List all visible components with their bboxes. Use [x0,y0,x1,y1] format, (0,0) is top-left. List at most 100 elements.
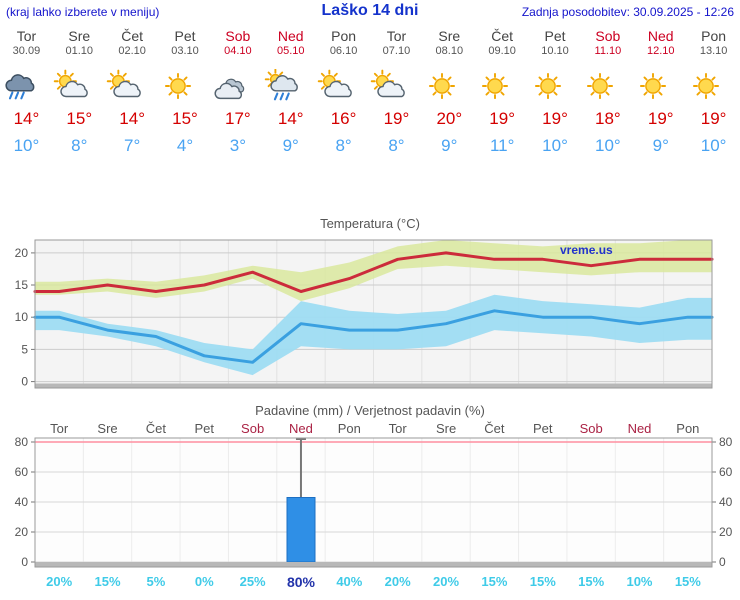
partly-cloudy-icon [317,69,370,105]
last-update: Zadnja posodobitev: 30.09.2025 - 12:26 [521,5,734,19]
precip-day-label: Tor [388,421,407,436]
day-date: 09.10 [488,45,516,57]
day-min-temp: 8° [388,136,405,155]
sunny-icon [581,69,634,105]
day-min-temp: 10° [700,136,727,155]
precip-day-label: Pon [676,421,700,436]
day-max-temp: 19° [383,109,410,128]
day-max-temp: 19° [542,109,568,128]
day-name: Pet [544,28,566,44]
precip-day-label: Tor [50,421,69,436]
precip-day-label: Ned [289,421,313,436]
day-min-temp: 4° [176,136,194,155]
svg-text:60: 60 [15,465,29,479]
precip-day-label: Pet [194,421,215,436]
precip-day-label: Čet [145,421,167,436]
svg-text:40: 40 [719,495,733,509]
forecast-day-column: Sob 11.10 18° 10° [581,28,634,156]
precipitation-chart: 0 0 20 20 40 40 60 60 80 80 [15,436,733,569]
forecast-day-column: Pon 13.10 19° 10° [687,28,740,156]
sunny-icon [423,69,476,105]
day-min-temp: 3° [229,136,246,155]
precip-day-label: Sre [435,421,457,436]
svg-text:5: 5 [21,342,28,356]
day-date: 05.10 [276,45,305,57]
forecast-day-column: Tor 07.10 19° 8° [370,28,423,156]
day-name: Čet [121,28,144,44]
day-max-temp: 16° [330,109,357,128]
day-name: Tor [386,28,407,44]
precip-probability-label: 5% [146,574,166,589]
day-name: Sre [438,28,461,44]
sunny-icon [529,69,582,105]
precip-day-label: Čet [484,421,505,436]
precip-day-labels: Tor Sre Čet Pet Sob Ned Pon Tor Sre Čet Pet Sob Ned P… [0,421,740,436]
svg-text:15: 15 [15,278,29,292]
day-date: 12.10 [646,45,675,57]
forecast-day-column: Pon 06.10 16° 8° [317,28,370,156]
svg-text:80: 80 [15,436,29,449]
precip-day-label: Pet [533,421,553,436]
sunny-icon [476,69,529,105]
precip-probability-label: 15% [674,574,701,589]
day-name: Čet [491,28,514,44]
rain-icon [0,69,53,105]
forecast-day-column: Ned 05.10 14° 9° [264,28,317,156]
precip-probability-label: 40% [336,574,363,589]
day-max-temp: 19° [700,109,727,128]
sunny-icon [159,69,212,105]
page-title: Laško 14 dni [321,2,419,19]
forecast-day-column: Pet 10.10 19° 10° [529,28,582,156]
partly-cloudy-icon [53,69,106,105]
day-date: 13.10 [699,45,728,57]
precip-day-label: Sob [241,421,265,436]
forecast-strip: Tor 30.09 14° 10° Sre 01.10 15° 8° Čet 0… [0,28,740,156]
showers-icon [264,69,317,105]
day-date: 07.10 [382,45,411,57]
sunny-icon [687,69,740,105]
svg-text:40: 40 [15,495,29,509]
day-max-temp: 15° [66,109,93,128]
day-max-temp: 19° [489,109,516,128]
day-name: Pon [701,28,727,44]
day-max-temp: 17° [225,109,251,128]
day-min-temp: 9° [282,136,299,155]
precip-day-label: Sob [579,421,603,436]
svg-text:vreme.us: vreme.us [560,243,613,257]
svg-text:0: 0 [21,555,28,569]
forecast-day-column: Pet 03.10 15° 4° [159,28,212,156]
svg-text:60: 60 [719,465,733,479]
precip-day-label: Sre [97,421,118,436]
svg-text:0: 0 [719,555,726,569]
day-min-temp: 7° [124,136,141,155]
day-max-temp: 14° [119,109,145,128]
day-date: 04.10 [224,45,252,57]
day-date: 02.10 [118,45,146,57]
precip-probability-label: 15% [529,574,556,589]
temperature-chart-block: Temperatura (°C) 0 5 10 15 20 vreme.us [0,216,740,396]
day-date: 01.10 [65,45,94,57]
precip-probability-label: 20% [46,574,73,589]
precip-probability-label: 10% [626,574,653,589]
precip-probability-label: 15% [578,574,605,589]
precip-probability-label: 20% [433,574,460,589]
sunny-icon [634,69,687,105]
precip-probability-label: 80% [286,574,315,590]
forecast-day-column: Sob 04.10 17° 3° [211,28,264,156]
day-date: 03.10 [171,45,199,57]
day-name: Pet [174,28,196,44]
day-max-temp: 14° [277,109,304,128]
day-name: Ned [647,28,674,44]
svg-text:20: 20 [15,246,29,260]
svg-text:20: 20 [15,525,29,539]
day-name: Ned [277,28,304,44]
forecast-day-column: Tor 30.09 14° 10° [0,28,53,156]
day-min-temp: 11° [489,136,515,155]
day-name: Sre [68,28,91,44]
day-max-temp: 20° [436,109,463,128]
precipitation-chart-block: Padavine (mm) / Verjetnost padavin (%) T… [0,403,740,590]
menu-hint: (kraj lahko izberete v meniju) [6,5,160,19]
precip-probability-label: 25% [239,574,266,589]
temperature-chart: 0 5 10 15 20 vreme.us [15,239,714,389]
precip-probability-label: 0% [194,574,214,589]
